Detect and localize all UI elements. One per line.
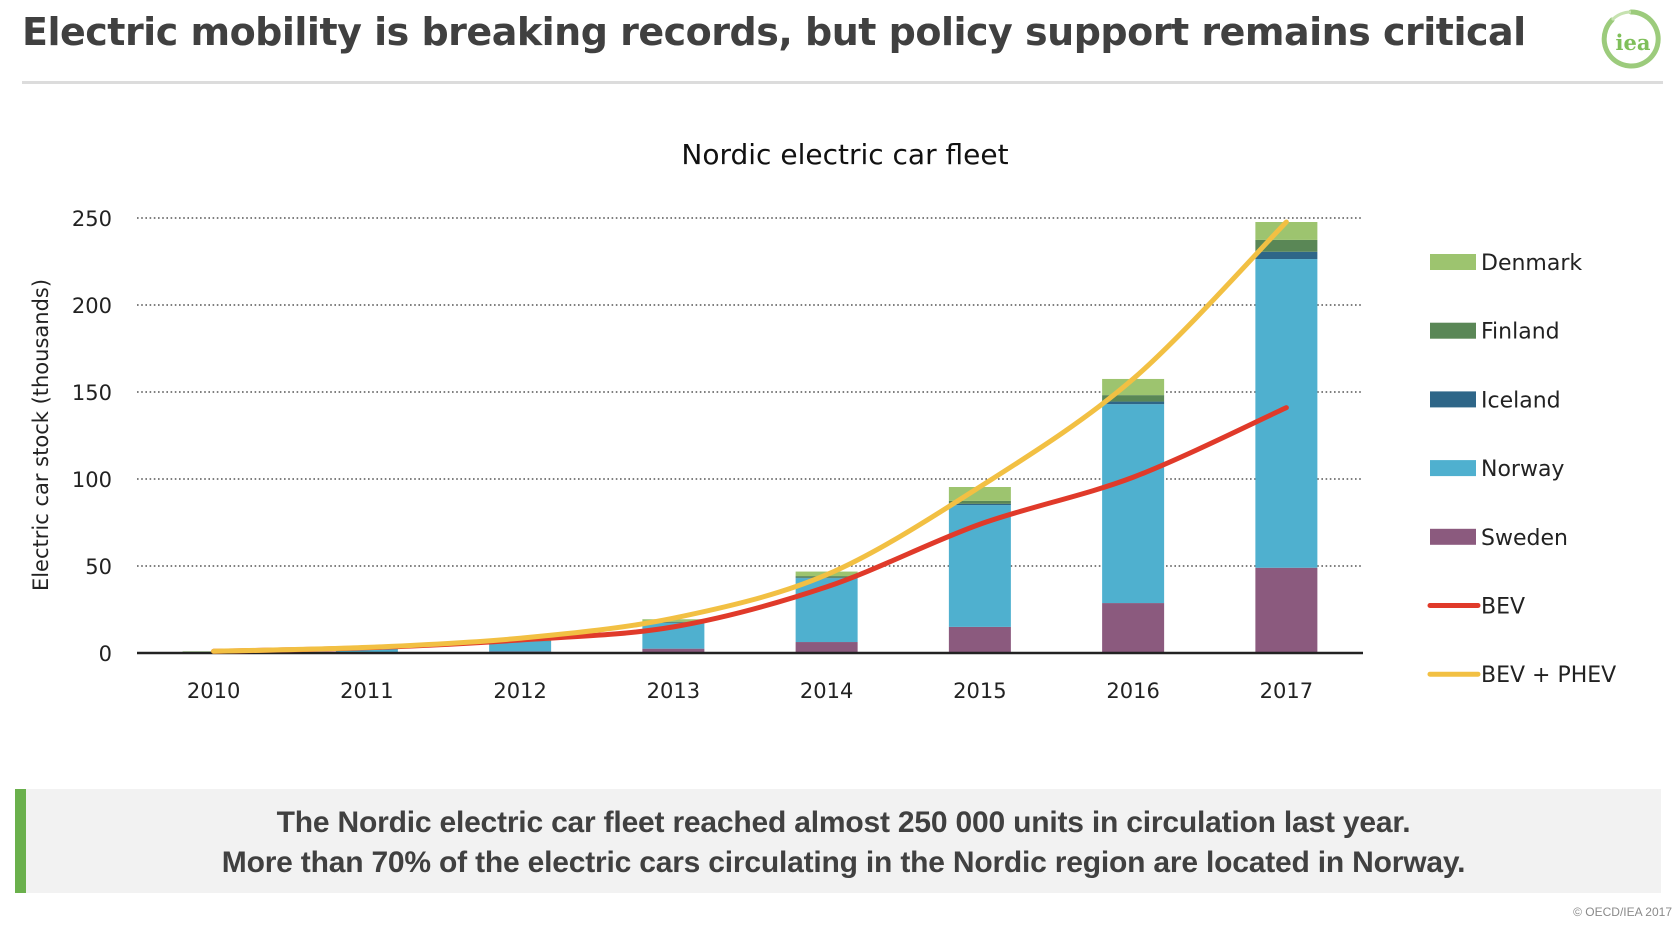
x-tick-label: 2011	[340, 679, 393, 703]
y-tick-label: 150	[72, 381, 112, 405]
legend-swatch-sweden	[1430, 528, 1476, 545]
bar-segment-iceland-2017	[1255, 251, 1318, 260]
iea-logo-text: iea	[1616, 30, 1651, 55]
callout-line-2: More than 70% of the electric cars circu…	[221, 846, 1466, 879]
legend-swatch-iceland	[1430, 391, 1476, 408]
bar-segment-sweden-2014	[795, 642, 858, 653]
bar-segment-sweden-2015	[948, 626, 1011, 653]
bar-segment-sweden-2017	[1255, 567, 1318, 653]
bar-segment-sweden-2013	[642, 648, 705, 653]
callout-accent-bar	[15, 789, 26, 893]
legend-label: Sweden	[1481, 526, 1568, 551]
series-lines	[211, 219, 1289, 654]
legend-item-norway: Norway	[1430, 457, 1564, 482]
legend: Denmark Finland Iceland Norway Sweden BEV BEV …	[1427, 251, 1616, 688]
key-message-callout: The Nordic electric car fleet reached al…	[15, 789, 1661, 893]
bar-segment-iceland-2015	[948, 503, 1011, 506]
legend-swatch-denmark	[1430, 254, 1476, 270]
legend-item-denmark: Denmark	[1430, 251, 1582, 276]
x-tick-label: 2014	[800, 679, 853, 703]
chart-title: Nordic electric car fleet	[681, 138, 1008, 171]
callout-line-1: The Nordic electric car fleet reached al…	[276, 806, 1411, 839]
y-tick-label: 50	[85, 555, 112, 579]
x-tick-label: 2015	[953, 679, 1006, 703]
y-tick-label: 200	[72, 294, 112, 318]
bar-segment-norway-2011	[335, 648, 398, 653]
legend-label: BEV + PHEV	[1481, 663, 1616, 688]
bar-stack-2016	[1102, 378, 1165, 653]
legend-label: Denmark	[1481, 251, 1582, 276]
legend-swatch-norway	[1430, 460, 1476, 477]
x-tick-label: 2012	[493, 679, 546, 703]
bar-segment-finland-2016	[1102, 395, 1165, 402]
x-tick-label: 2017	[1260, 679, 1313, 703]
bar-stack-2015	[948, 487, 1011, 653]
legend-item-iceland: Iceland	[1430, 388, 1561, 413]
gridlines	[137, 217, 1363, 567]
bar-segment-norway-2012	[489, 640, 552, 652]
y-tick-label: 100	[72, 468, 112, 492]
bar-segment-finland-2013	[642, 621, 705, 623]
bar-segment-norway-2016	[1102, 404, 1165, 604]
bar-segment-sweden-2016	[1102, 603, 1165, 653]
bar-segment-iceland-2014	[795, 577, 858, 579]
legend-label: Finland	[1481, 320, 1560, 345]
legend-item-finland: Finland	[1430, 320, 1560, 345]
y-axis-label: Electric car stock (thousands)	[29, 279, 53, 591]
nordic-ev-chart: Nordic electric car fleet Electric car s…	[29, 138, 1616, 703]
x-tick-label: 2013	[647, 679, 700, 703]
bar-segment-finland-2017	[1255, 239, 1318, 252]
x-tick-label: 2010	[187, 679, 240, 703]
bar-segment-iceland-2013	[642, 622, 705, 623]
y-tick-label: 250	[72, 207, 112, 231]
stacked-bars	[182, 222, 1318, 654]
x-tick-labels: 2010 2011 2012 2013 2014 2015 2016 2017	[187, 679, 1313, 703]
legend-label: Iceland	[1481, 388, 1561, 413]
iea-logo-icon: iea	[1601, 9, 1661, 69]
legend-item-sweden: Sweden	[1430, 526, 1568, 551]
bar-stack-2017	[1255, 222, 1318, 653]
bar-segment-iceland-2016	[1102, 401, 1165, 405]
legend-item-bev: BEV	[1427, 595, 1525, 620]
page-title: Electric mobility is breaking records, b…	[22, 10, 1526, 54]
copyright-notice: © OECD/IEA 2017	[1573, 905, 1672, 919]
y-tick-labels: 0 50 100 150 200 250	[72, 207, 112, 666]
y-tick-label: 0	[99, 642, 112, 666]
bar-segment-norway-2017	[1255, 259, 1318, 568]
line-bev-phev	[211, 219, 1289, 654]
bar-segment-finland-2015	[948, 500, 1011, 504]
title-divider	[22, 81, 1663, 84]
x-tick-label: 2016	[1106, 679, 1159, 703]
legend-item-bev-phev: BEV + PHEV	[1427, 663, 1616, 688]
legend-swatch-finland	[1430, 322, 1476, 339]
legend-label: BEV	[1481, 595, 1525, 620]
legend-label: Norway	[1481, 457, 1564, 482]
callout-text: The Nordic electric car fleet reached al…	[26, 803, 1661, 883]
